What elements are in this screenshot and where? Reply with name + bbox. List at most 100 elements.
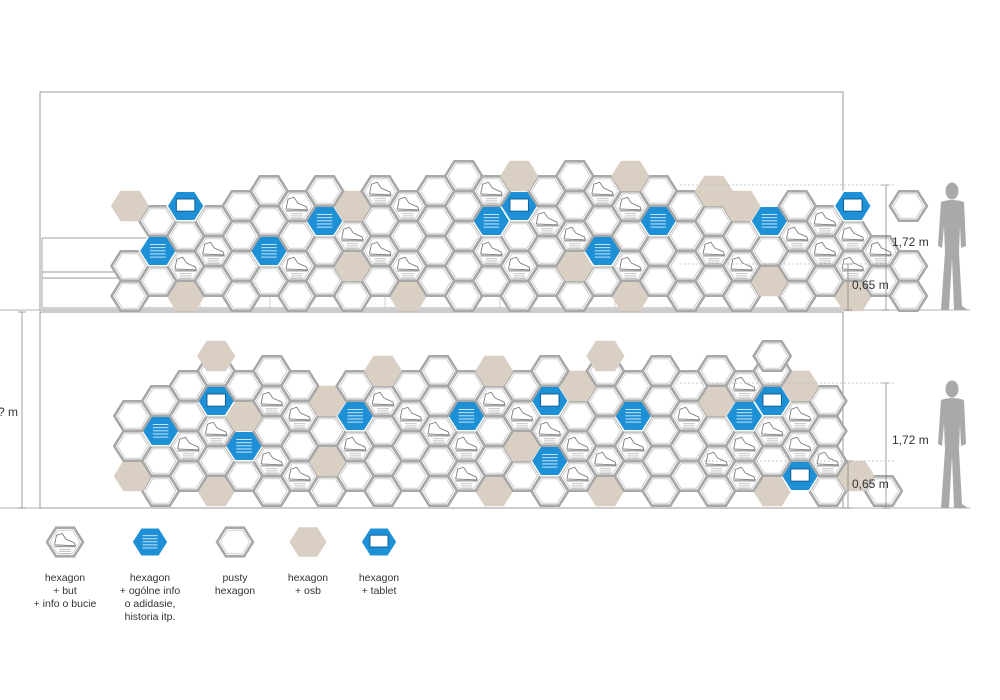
legend-item-empty: pusty hexagon [195, 522, 275, 598]
person-top [938, 182, 968, 310]
hexagon-inner [503, 223, 536, 249]
hexagon-shoe [276, 190, 317, 222]
hexagon-inner [144, 448, 177, 474]
hexagon-empty [640, 384, 682, 418]
legend-label-osb: hexagon + osb [287, 572, 329, 597]
osb-panel [586, 340, 625, 372]
osb-panel [694, 175, 733, 207]
hexagon-inner [892, 193, 925, 219]
hexagon-osb [475, 355, 514, 387]
hexagon-inner [339, 463, 372, 489]
hexagon-inner [422, 448, 455, 474]
hexagon-inner [670, 283, 702, 309]
hexagon-inner [283, 433, 316, 459]
shoe-sketch-icon [288, 466, 311, 481]
hexagon-empty [307, 414, 348, 448]
hexagon-shoe [446, 429, 487, 463]
hexagon-empty [137, 205, 178, 237]
hexagon-empty [640, 444, 682, 478]
osb-panel [289, 527, 327, 557]
hexagon-osb [363, 355, 403, 387]
hexagon-inner [864, 268, 897, 294]
hexagon-empty [446, 369, 487, 403]
hexagon-inner [781, 253, 814, 279]
hexagon-inner [645, 448, 677, 474]
shoe-sketch-icon [619, 196, 642, 211]
hexagon-shoe [362, 384, 404, 418]
hexagon-shoe [360, 235, 401, 268]
hexagon-inner [503, 283, 536, 309]
hexagon-shoe [279, 399, 320, 433]
shoe-sketch-icon [285, 196, 309, 211]
hexagon-inner [867, 478, 900, 504]
hexagon-shoe [45, 526, 85, 558]
hexagon-tablet [833, 190, 873, 222]
hexagon-shoe [724, 369, 765, 403]
hexagon-empty [112, 429, 153, 463]
shoe-sketch-icon [507, 256, 531, 271]
hexagon-inner [364, 268, 397, 294]
shoe-sketch-icon [204, 421, 228, 436]
shoe-sketch-icon [538, 421, 562, 436]
hexagon-inner [617, 373, 650, 399]
hexagon-inner [447, 193, 480, 219]
hexagon-inner [645, 418, 677, 444]
hexagon-shoe [360, 175, 401, 207]
hexagon-inner [506, 463, 538, 489]
osb-panel [611, 160, 650, 192]
hexagon-inner [364, 208, 397, 234]
hexagon-inner [197, 208, 230, 234]
hexagon-empty [585, 384, 626, 418]
hexagon-inner [670, 223, 702, 249]
shoe-sketch-icon [733, 466, 756, 481]
hexagon-inner [781, 283, 814, 309]
hexagon-empty [888, 279, 929, 313]
person-head [945, 380, 959, 398]
hexagon-empty [888, 250, 929, 283]
hexagon-inner [228, 373, 260, 399]
hexagon-shoe [193, 235, 234, 268]
hexagon-inner [367, 478, 399, 504]
hexagon-empty [418, 474, 459, 508]
hexagon-empty [109, 250, 151, 283]
hexagon-inner [219, 529, 251, 555]
hexagon-inner [141, 208, 174, 234]
hexagon-inner [561, 403, 594, 429]
hexagon-shoe [721, 250, 762, 283]
hexagon-shoe [779, 399, 821, 433]
hexagon-inner [558, 163, 591, 189]
shoe-sketch-icon [733, 436, 756, 451]
hexagon-tablet [360, 526, 398, 558]
shoe-sketch-icon [341, 226, 364, 241]
hexagon-empty [474, 414, 515, 448]
shoe-sketch-icon [54, 532, 77, 547]
hexagon-inner [197, 268, 230, 294]
legend-item-osb: hexagon + osb [268, 522, 348, 598]
hexagon-empty [499, 279, 540, 313]
hexagon-inner [336, 283, 369, 309]
shoe-sketch-icon [816, 451, 840, 466]
hexagon-empty [221, 250, 262, 283]
hexagon-inner [172, 373, 205, 399]
hexagon-inner [255, 358, 288, 384]
hexagon-empty [360, 264, 401, 298]
hexagon-empty [279, 369, 320, 403]
hexagon-empty [221, 220, 262, 252]
shoe-sketch-icon [594, 451, 617, 466]
hexagon-empty [474, 444, 515, 478]
tablet-icon [762, 393, 782, 407]
hexagon-empty [640, 414, 682, 448]
hexagon-empty [640, 474, 682, 508]
hexagon-inner [506, 373, 538, 399]
shoe-sketch-icon [535, 211, 559, 226]
hexagon-osb [289, 527, 327, 557]
hexagon-inner [892, 253, 925, 279]
hexagon-info [131, 526, 169, 558]
hexagon-empty [335, 369, 376, 403]
hexagon-inner [447, 223, 480, 249]
hexagon-inner [756, 343, 789, 369]
hexagon-inner [308, 238, 341, 264]
hexagon-empty [418, 444, 459, 478]
hexagon-empty [443, 160, 484, 192]
hexagon-empty [390, 429, 431, 463]
